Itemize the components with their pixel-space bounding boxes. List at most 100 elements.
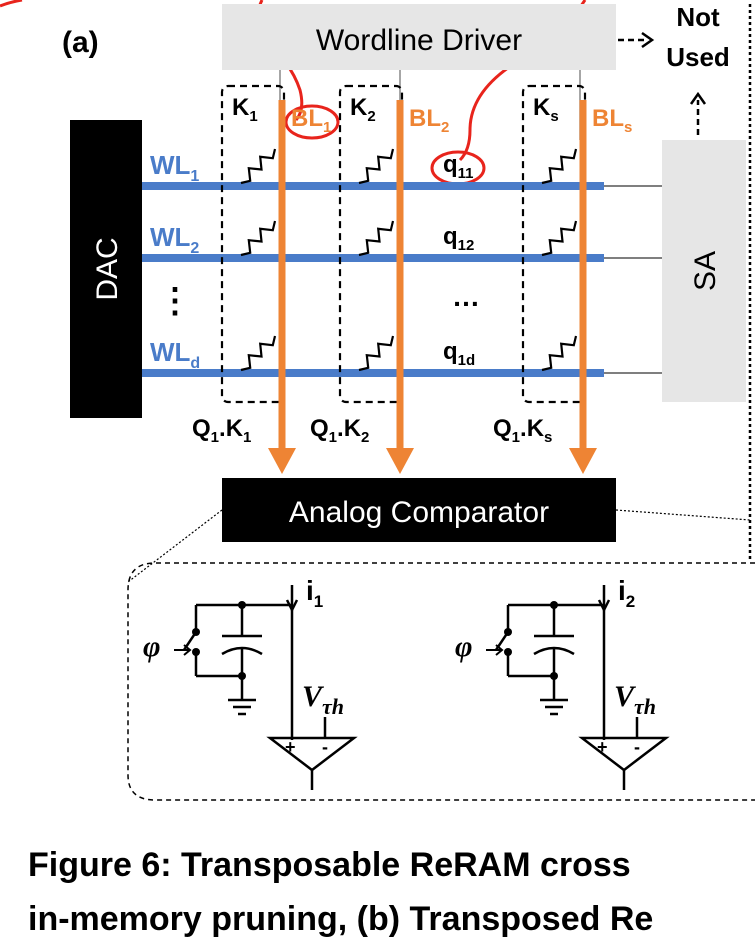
reram-cell-2-1 bbox=[358, 148, 395, 185]
output-q-sub: 1 bbox=[329, 429, 337, 446]
output-label-1: Q1.K1 bbox=[192, 415, 251, 446]
switch-phi-label-2: φ bbox=[455, 630, 473, 663]
wordline-label-2-main: WL bbox=[150, 222, 191, 252]
output-k: K bbox=[226, 415, 244, 442]
query-label-3-sub: 1d bbox=[458, 352, 476, 369]
comparator-minus-2: - bbox=[634, 737, 640, 757]
bitline-label-1-sub: 1 bbox=[323, 119, 331, 136]
bitline-label-3-main: BL bbox=[592, 105, 624, 132]
wordline-label-3: WLd bbox=[150, 337, 200, 372]
output-q-sub: 1 bbox=[211, 429, 219, 446]
dac-block bbox=[70, 120, 142, 418]
wordline-label-2-sub: 2 bbox=[190, 240, 199, 257]
reram-cell-3-3 bbox=[541, 335, 578, 372]
analog-comparator-block bbox=[222, 478, 616, 542]
vth-label-2: Vτh bbox=[614, 680, 656, 719]
key-label-1: K1 bbox=[232, 94, 258, 125]
bitline-label-1-main: BL bbox=[291, 105, 323, 132]
wordline-ellipsis: ⋮ bbox=[158, 282, 192, 320]
wordline-label-2: WL2 bbox=[150, 222, 199, 257]
bitline-label-3-sub: s bbox=[624, 119, 632, 136]
current-label-1: i1 bbox=[306, 575, 323, 611]
comparator-detail-box bbox=[127, 562, 755, 801]
query-label-3-main: q bbox=[443, 338, 458, 365]
wordline-driver-block bbox=[222, 4, 616, 70]
vth-main: V bbox=[614, 680, 637, 713]
output-label-3: Q1.Ks bbox=[493, 415, 552, 446]
reram-cell-2-2 bbox=[358, 220, 395, 257]
current-label-1-main: i bbox=[306, 575, 314, 606]
wordline-label-1-sub: 1 bbox=[190, 168, 199, 185]
wordline-3 bbox=[142, 369, 604, 377]
key-group-box-1 bbox=[220, 84, 286, 404]
wordline-2 bbox=[142, 254, 604, 262]
wordline-driver-label: Wordline Driver bbox=[316, 24, 522, 57]
wordline-label-1: WL1 bbox=[150, 150, 199, 185]
reram-cell-3-2 bbox=[541, 220, 578, 257]
not-used-label-line1: Not bbox=[676, 2, 720, 32]
query-label-2-sub: 12 bbox=[458, 237, 475, 254]
vth-label-1: Vτh bbox=[302, 680, 344, 719]
output-dot: . bbox=[520, 415, 527, 442]
comparator-minus-1: - bbox=[322, 737, 328, 757]
key-group-box-3 bbox=[521, 84, 587, 404]
output-q: Q bbox=[493, 415, 512, 442]
current-label-2-sub: 2 bbox=[626, 592, 635, 611]
bitline-label-1: BL1 bbox=[291, 105, 331, 136]
key-label-1-sub: 1 bbox=[249, 108, 257, 125]
bitline-label-2-sub: 2 bbox=[441, 119, 449, 136]
comparator-circuit-2: i2 φ Vτh + - bbox=[455, 575, 670, 790]
comparator-plus-2: + bbox=[597, 737, 608, 757]
query-label-2: q12 bbox=[443, 223, 474, 254]
reram-cell-1-2 bbox=[240, 220, 277, 257]
caption-line1: Figure 6: Transposable ReRAM cross bbox=[28, 846, 631, 884]
panel-label: (a) bbox=[62, 26, 99, 59]
query-label-2-main: q bbox=[443, 223, 458, 250]
sa-block bbox=[662, 140, 746, 402]
key-label-2-sub: 2 bbox=[367, 108, 375, 125]
output-k: K bbox=[344, 415, 362, 442]
reram-cell-2-3 bbox=[358, 335, 395, 372]
output-k: K bbox=[527, 415, 545, 442]
reram-cell-1-1 bbox=[240, 148, 277, 185]
reram-cell-1-3 bbox=[240, 335, 277, 372]
key-label-2-main: K bbox=[350, 94, 368, 121]
output-k-sub: s bbox=[544, 429, 552, 446]
analog-comparator-label: Analog Comparator bbox=[289, 496, 549, 529]
output-dot: . bbox=[219, 415, 226, 442]
query-ellipsis: … bbox=[452, 281, 480, 312]
query-label-1: q11 bbox=[443, 151, 474, 182]
output-label-2: Q1.K2 bbox=[310, 415, 369, 446]
query-label-3: q1d bbox=[443, 338, 475, 369]
output-dot: . bbox=[337, 415, 344, 442]
current-label-2: i2 bbox=[618, 575, 635, 611]
output-k-sub: 2 bbox=[361, 429, 369, 446]
switch-phi-label-1: φ bbox=[143, 630, 161, 663]
key-group-box-2 bbox=[338, 84, 404, 404]
bitline-label-2: BL2 bbox=[409, 105, 449, 136]
query-label-1-main: q bbox=[443, 151, 458, 178]
key-label-3-sub: s bbox=[550, 108, 558, 125]
output-k-sub: 1 bbox=[243, 429, 251, 446]
query-label-1-sub: 11 bbox=[458, 165, 474, 182]
key-label-2: K2 bbox=[350, 94, 376, 125]
wordline-label-3-main: WL bbox=[150, 337, 191, 367]
comparator-plus-1: + bbox=[285, 737, 296, 757]
bitline-arrowhead-2 bbox=[386, 448, 414, 474]
key-label-3: Ks bbox=[533, 94, 559, 125]
dac-label: DAC bbox=[91, 237, 124, 300]
wordline-label-3-sub: d bbox=[190, 355, 200, 372]
wordline-label-1-main: WL bbox=[150, 150, 191, 180]
output-q: Q bbox=[192, 415, 211, 442]
key-label-3-main: K bbox=[533, 94, 551, 121]
output-q: Q bbox=[310, 415, 329, 442]
sa-label: SA bbox=[689, 251, 722, 291]
comparator-circuit-1: i1 φ Vτh + - bbox=[143, 575, 358, 790]
current-label-2-main: i bbox=[618, 575, 626, 606]
bitline-arrowhead-1 bbox=[268, 448, 296, 474]
wordline-1 bbox=[142, 182, 604, 190]
